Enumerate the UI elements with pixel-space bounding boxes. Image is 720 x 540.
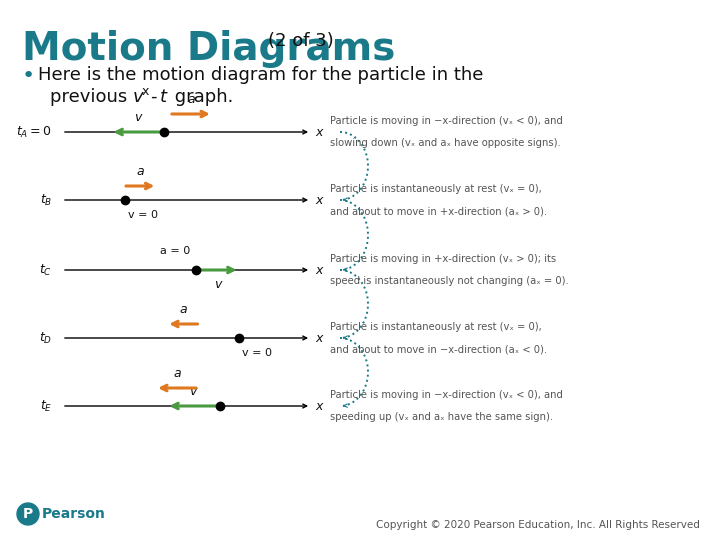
Text: x: x xyxy=(315,264,323,276)
Text: slowing down (vₓ and aₓ have opposite signs).: slowing down (vₓ and aₓ have opposite si… xyxy=(330,138,561,148)
Text: x: x xyxy=(315,125,323,138)
Text: x: x xyxy=(315,332,323,345)
Text: x: x xyxy=(142,85,149,98)
Text: Copyright © 2020 Pearson Education, Inc. All Rights Reserved: Copyright © 2020 Pearson Education, Inc.… xyxy=(376,520,700,530)
Text: $t_E$: $t_E$ xyxy=(40,399,52,414)
Text: $t_C$: $t_C$ xyxy=(39,262,52,278)
Text: t: t xyxy=(160,88,167,106)
Text: Particle is moving in −x-direction (vₓ < 0), and: Particle is moving in −x-direction (vₓ <… xyxy=(330,390,563,400)
Text: $t_A = 0$: $t_A = 0$ xyxy=(17,124,52,139)
Text: x: x xyxy=(315,193,323,206)
Text: Motion Diagrams: Motion Diagrams xyxy=(22,30,395,68)
Text: Particle is moving in +x-direction (vₓ > 0); its: Particle is moving in +x-direction (vₓ >… xyxy=(330,254,556,264)
Text: Particle is instantaneously at rest (vₓ = 0),: Particle is instantaneously at rest (vₓ … xyxy=(330,184,541,194)
Text: •: • xyxy=(22,66,35,86)
Text: graph.: graph. xyxy=(169,88,233,106)
Text: speed is instantaneously not changing (aₓ = 0).: speed is instantaneously not changing (a… xyxy=(330,276,569,286)
Text: v = 0: v = 0 xyxy=(128,210,158,220)
Text: v: v xyxy=(134,111,141,124)
Text: $t_D$: $t_D$ xyxy=(39,330,52,346)
Circle shape xyxy=(17,503,39,525)
Text: Here is the motion diagram for the particle in the: Here is the motion diagram for the parti… xyxy=(38,66,483,84)
Text: x: x xyxy=(315,400,323,413)
Text: a: a xyxy=(136,165,144,178)
Text: v: v xyxy=(133,88,143,106)
Text: previous: previous xyxy=(50,88,133,106)
Text: and about to move in +x-direction (aₓ > 0).: and about to move in +x-direction (aₓ > … xyxy=(330,206,547,216)
Text: a: a xyxy=(174,367,181,380)
Text: v: v xyxy=(214,278,221,291)
Text: Pearson: Pearson xyxy=(42,507,106,521)
Text: v = 0: v = 0 xyxy=(243,348,272,358)
Text: speeding up (vₓ and aₓ have the same sign).: speeding up (vₓ and aₓ have the same sig… xyxy=(330,412,553,422)
Text: and about to move in −x-direction (aₓ < 0).: and about to move in −x-direction (aₓ < … xyxy=(330,344,547,354)
Text: a: a xyxy=(179,303,187,316)
Text: Particle is moving in −x-direction (vₓ < 0), and: Particle is moving in −x-direction (vₓ <… xyxy=(330,116,563,126)
Text: $t_B$: $t_B$ xyxy=(40,192,52,207)
Text: P: P xyxy=(23,507,33,521)
Text: (2 of 3): (2 of 3) xyxy=(268,32,334,50)
Text: a = 0: a = 0 xyxy=(161,246,191,256)
Text: Particle is instantaneously at rest (vₓ = 0),: Particle is instantaneously at rest (vₓ … xyxy=(330,322,541,332)
Text: v: v xyxy=(189,385,197,398)
Text: -: - xyxy=(150,88,156,106)
Text: a: a xyxy=(187,93,194,106)
